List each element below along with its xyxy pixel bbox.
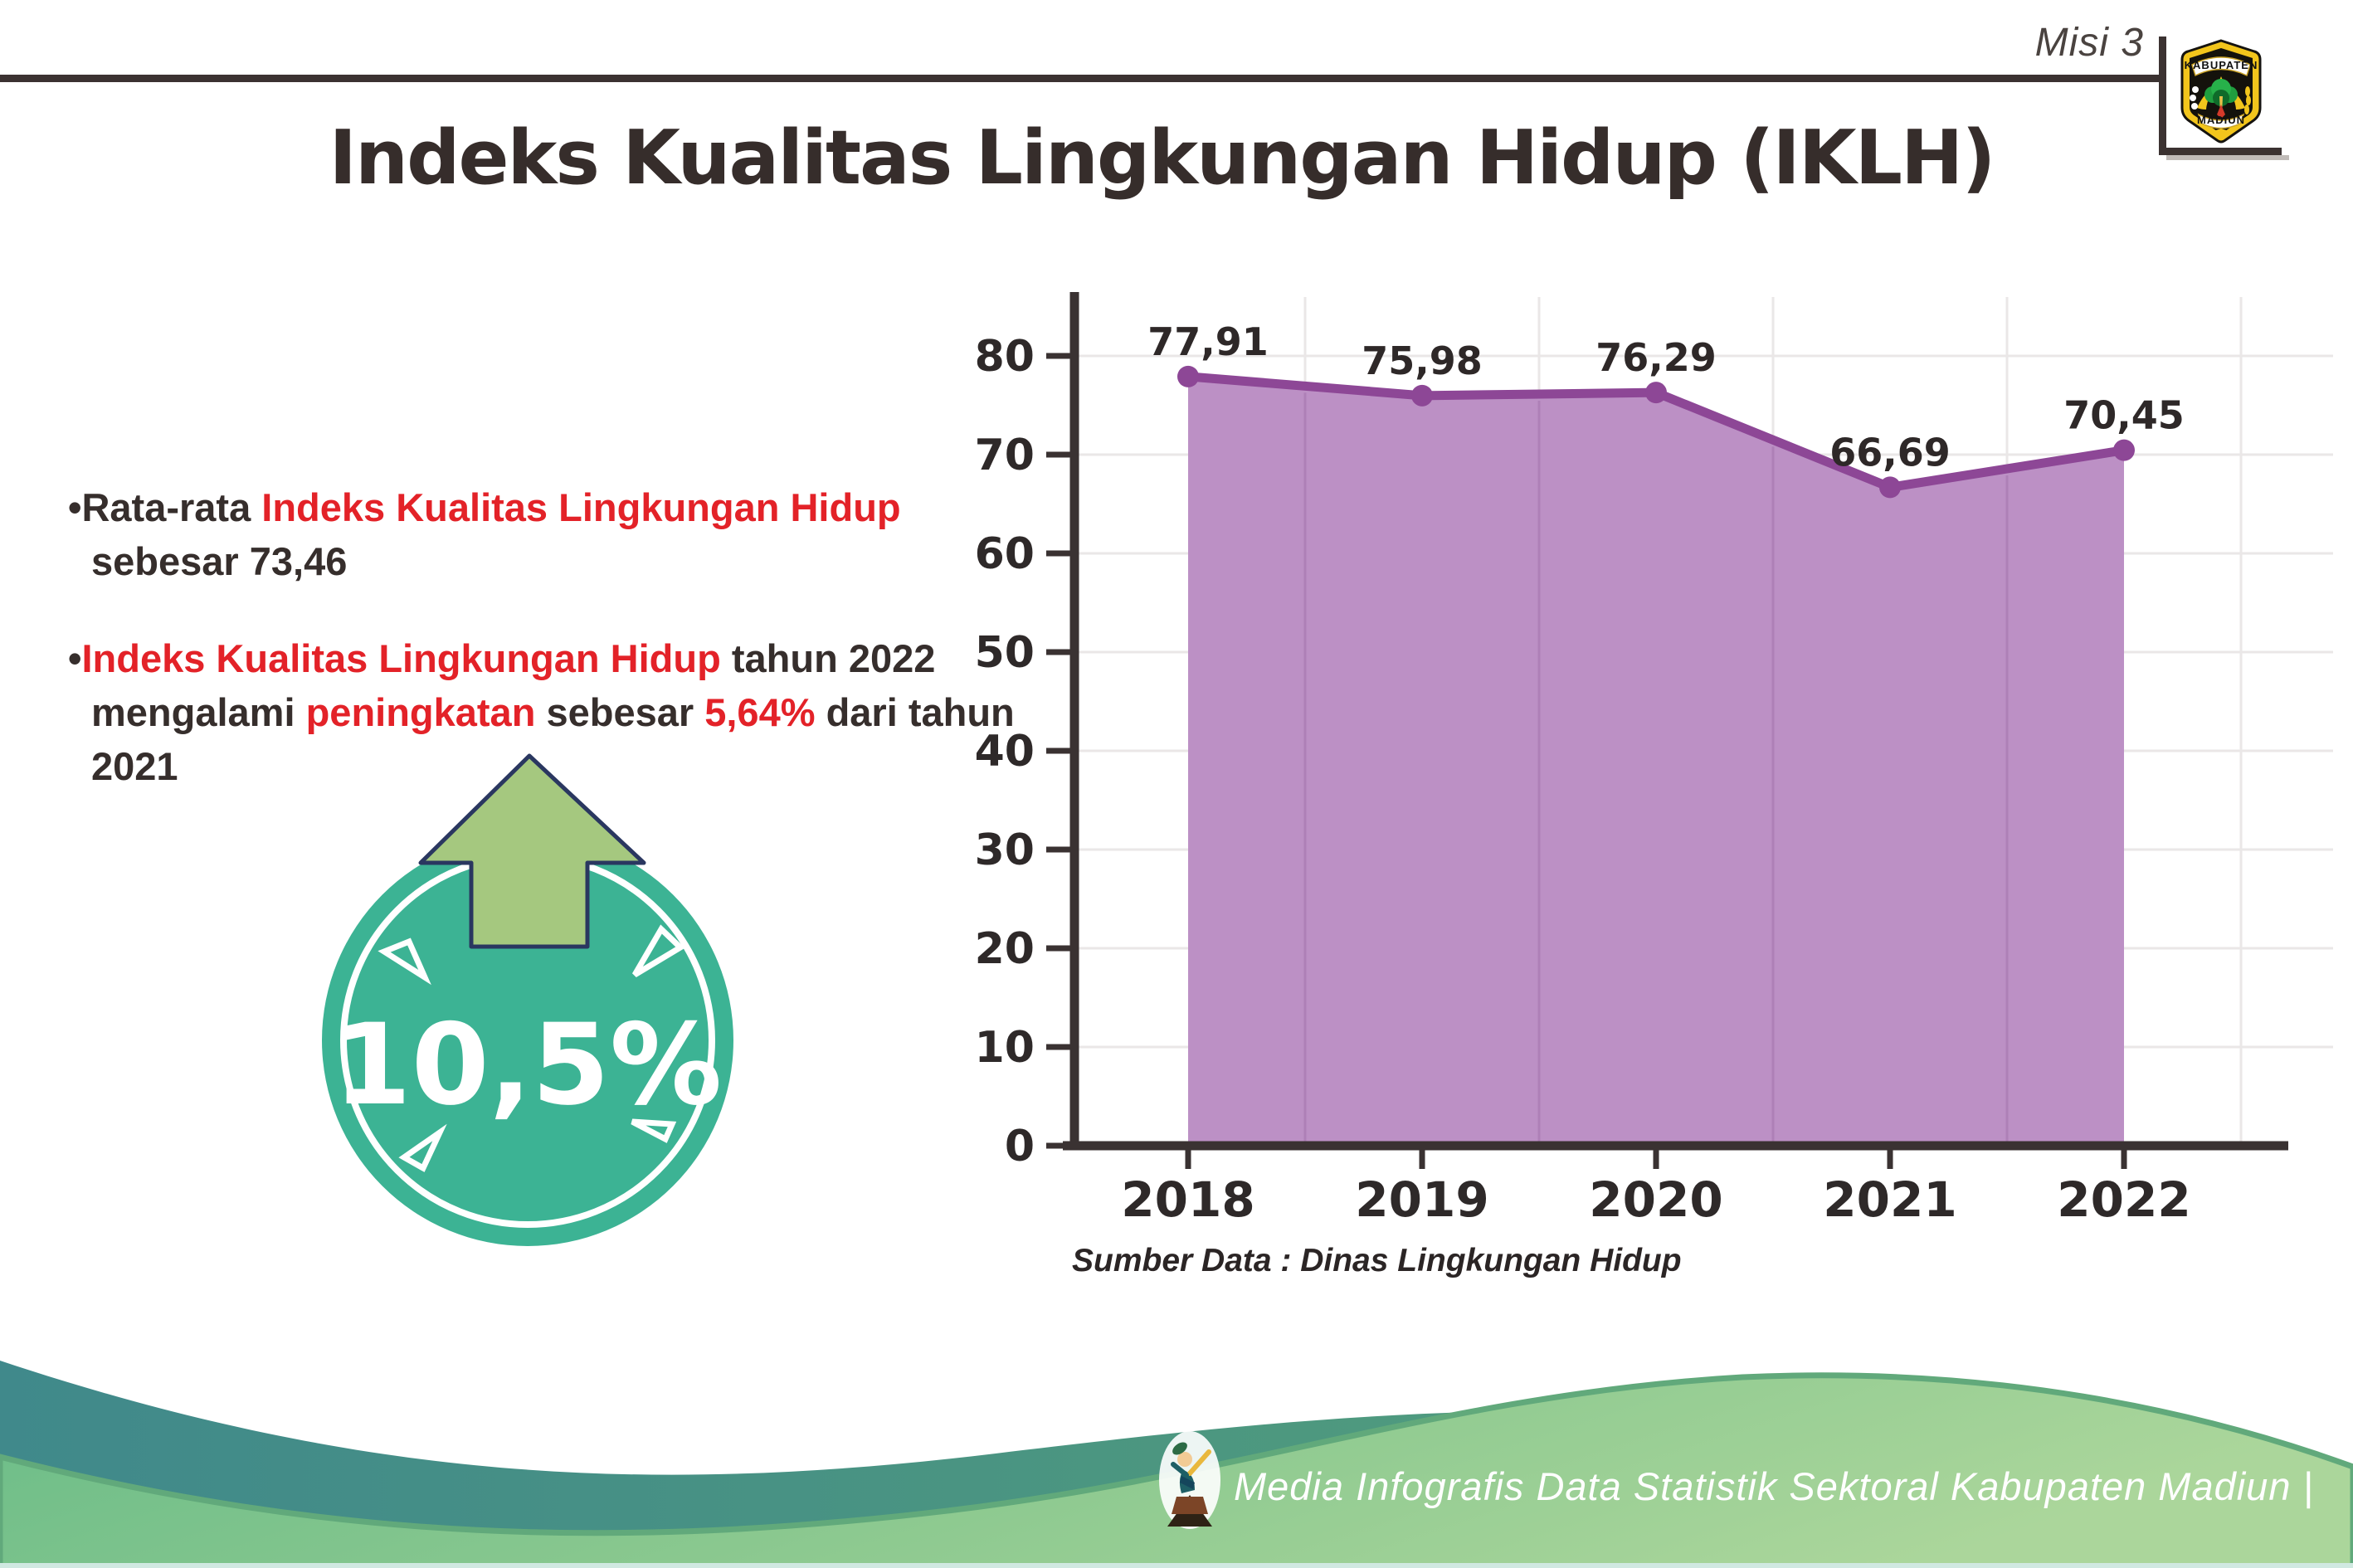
chart-line-series xyxy=(1177,365,2135,499)
svg-text:80: 80 xyxy=(975,332,1035,382)
logo-grain xyxy=(2246,95,2251,105)
bullet-iklh-increase: •Indeks Kualitas Lingkungan Hidup tahun … xyxy=(68,632,1025,794)
logo-top-text: KABUPATEN xyxy=(2185,59,2258,71)
svg-text:2019: 2019 xyxy=(1355,1171,1488,1228)
bullet-marker: • xyxy=(68,636,82,680)
badge-sparkle-triangle xyxy=(631,1118,677,1143)
svg-text:70: 70 xyxy=(975,431,1035,480)
header-rule xyxy=(0,75,2164,82)
bullet-average-iklh: •Rata-rata Indeks Kualitas Lingkungan Hi… xyxy=(68,481,1025,589)
logo-bottom-banner xyxy=(2197,113,2245,129)
svg-text:2021: 2021 xyxy=(1823,1171,1956,1228)
bullet-text-segment: tahun 2022 mengalami xyxy=(91,636,936,734)
footer-caption-row: Media Infografis Data Statistik Sektoral… xyxy=(1157,1429,2314,1530)
svg-text:2020: 2020 xyxy=(1589,1171,1722,1228)
badge-value: 10,5% xyxy=(334,1000,722,1130)
mascot-sash xyxy=(1180,1476,1195,1489)
mascot-leaf-hair xyxy=(1172,1442,1187,1455)
bullet-text-segment: Indeks Kualitas Lingkungan Hidup xyxy=(81,636,721,680)
bullet-text-segment: sebesar xyxy=(535,689,705,734)
logo-red-accent xyxy=(2217,105,2225,119)
mascot-arm xyxy=(1171,1462,1189,1478)
bullet-text-segment: sebesar 73,46 xyxy=(91,538,348,583)
svg-text:2022: 2022 xyxy=(2057,1171,2190,1228)
badge-sparkle-triangle xyxy=(631,924,685,978)
logo-cotton xyxy=(2192,86,2199,93)
logo-grain xyxy=(2245,86,2250,96)
chart-axes xyxy=(1046,292,2288,1169)
bullet-text-segment: 5,64% xyxy=(704,689,816,734)
logo-bottom-chevron xyxy=(2213,129,2229,135)
footer-bottom-strip xyxy=(0,1563,2353,1568)
logo-top-banner xyxy=(2191,56,2251,77)
misi-label: Misi 3 xyxy=(2034,21,2144,65)
svg-text:50: 50 xyxy=(975,628,1035,678)
bullet-marker: • xyxy=(68,485,82,529)
footer-caption: Media Infografis Data Statistik Sektoral… xyxy=(1234,1464,2314,1508)
iklh-area-chart: 80 70 60 50 40 30 20 10 0 2018 2019 2020 2021 2022 77,… xyxy=(975,292,2333,1228)
svg-text:40: 40 xyxy=(975,727,1035,777)
svg-text:75,98: 75,98 xyxy=(1362,338,1483,383)
logo-bracket-horizontal xyxy=(2159,148,2282,155)
kabupaten-madiun-logo-icon: KABUPATEN MADIUN xyxy=(2180,39,2262,144)
up-arrow-icon xyxy=(418,753,646,949)
chart-source-note: Sumber Data : Dinas Lingkungan Hidup xyxy=(1072,1243,1682,1278)
bullet-text-segment: dari tahun 2021 xyxy=(91,689,1015,788)
logo-bottom-text: MADIUN xyxy=(2197,114,2245,126)
svg-text:30: 30 xyxy=(975,825,1035,875)
logo-cotton xyxy=(2191,103,2198,110)
mascot-raised-arm xyxy=(1187,1449,1211,1476)
bullet-text-segment: Indeks Kualitas Lingkungan Hidup xyxy=(261,485,901,529)
footer-green-wave xyxy=(0,1372,2353,1568)
svg-text:66,69: 66,69 xyxy=(1829,430,1951,475)
page-title: Indeks Kualitas Lingkungan Hidup (IKLH) xyxy=(329,114,1996,202)
svg-text:10: 10 xyxy=(975,1023,1035,1073)
mascot-icon xyxy=(1159,1431,1220,1529)
svg-text:76,29: 76,29 xyxy=(1595,335,1717,380)
svg-text:2018: 2018 xyxy=(1121,1171,1254,1228)
logo-bracket-shadow xyxy=(2166,155,2289,160)
chart-labels: 80 70 60 50 40 30 20 10 0 2018 2019 2020 2021 2022 77,… xyxy=(975,319,2191,1228)
logo-bracket-vertical xyxy=(2159,37,2166,155)
svg-text:60: 60 xyxy=(975,529,1035,579)
svg-text:70,45: 70,45 xyxy=(2063,393,2185,438)
svg-text:20: 20 xyxy=(975,924,1035,974)
svg-text:77,91: 77,91 xyxy=(1147,319,1269,364)
mascot-skirt xyxy=(1172,1497,1208,1514)
increase-badge: 10,5% xyxy=(322,753,733,1246)
bullet-text-segment: peningkatan xyxy=(305,689,536,734)
bullet-text-segment: Rata-rata xyxy=(81,485,262,529)
svg-text:0: 0 xyxy=(1005,1122,1035,1171)
mascot-head xyxy=(1177,1452,1192,1467)
chart-area-fill xyxy=(1188,376,2124,1143)
badge-sparkle-triangle xyxy=(398,1123,447,1172)
logo-cotton xyxy=(2190,95,2196,101)
badge-sparkle-triangle xyxy=(378,937,431,986)
logo-grain xyxy=(2244,105,2249,114)
